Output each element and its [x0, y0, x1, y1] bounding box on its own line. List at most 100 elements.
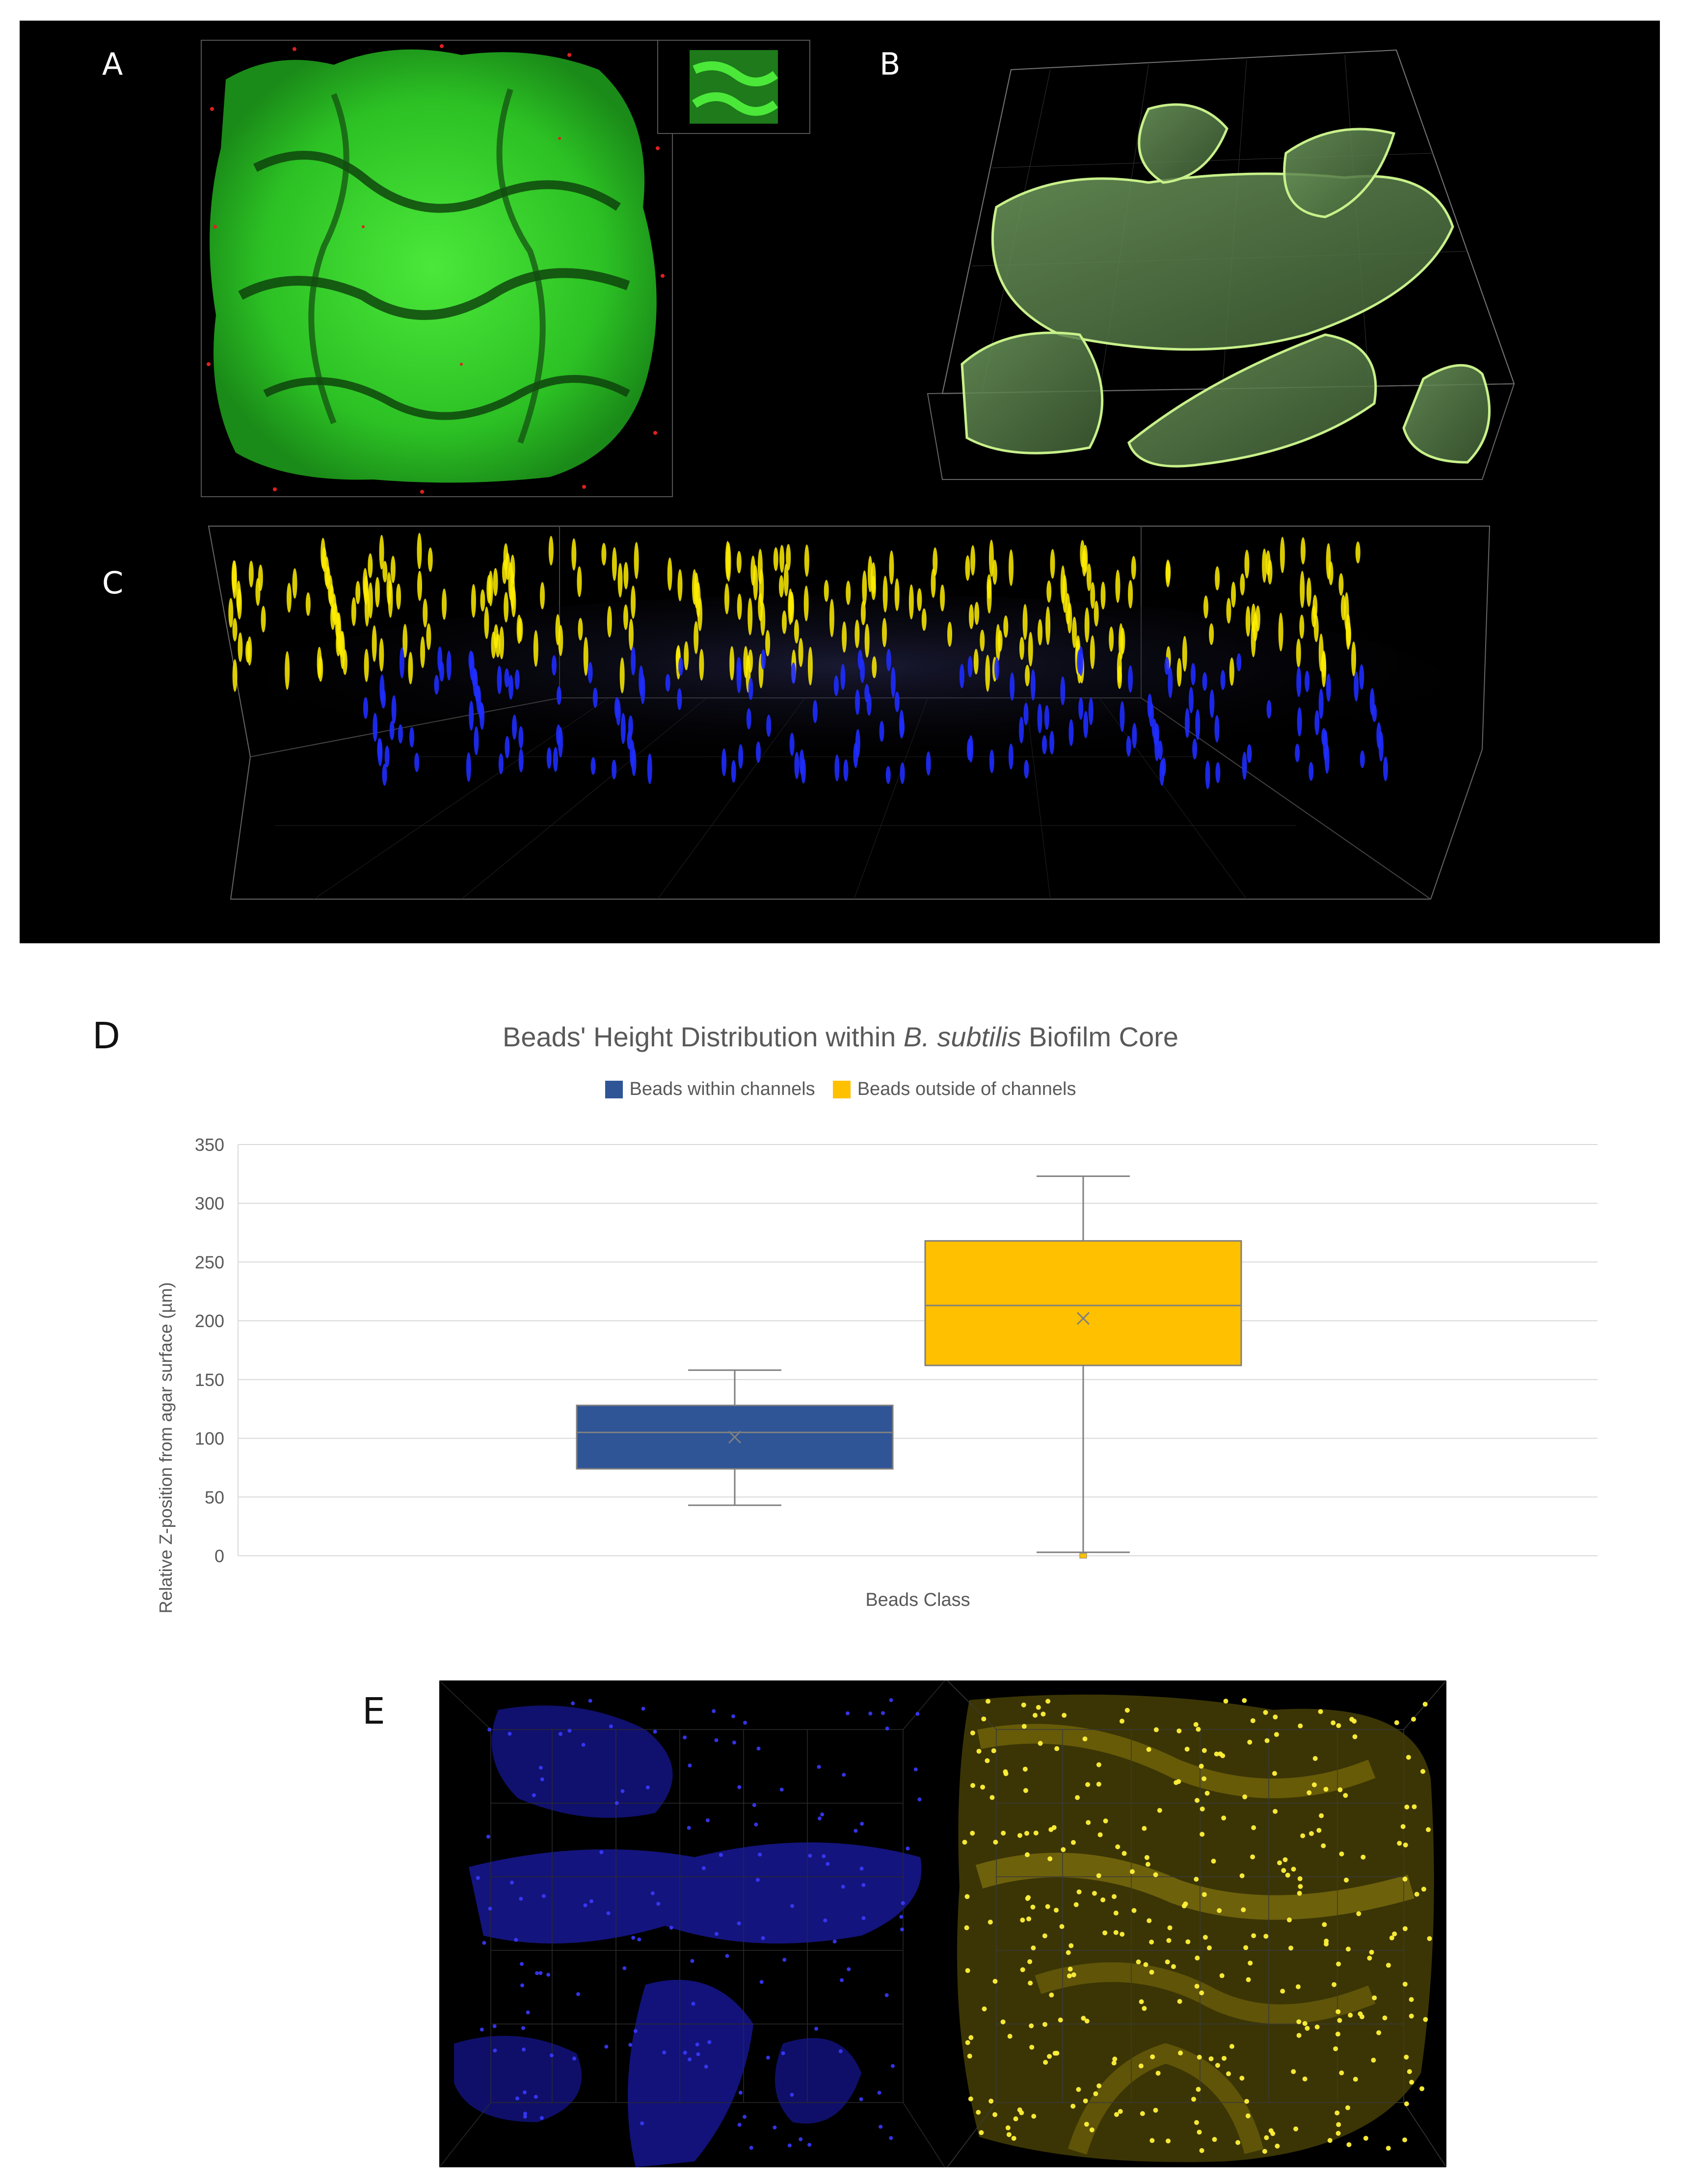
bead-blue	[1318, 689, 1324, 719]
bead-yellow-e	[1076, 2087, 1081, 2092]
bead-yellow-e	[1029, 2023, 1034, 2028]
bead-yellow	[695, 582, 701, 617]
bead-yellow	[617, 563, 623, 598]
bead-yellow	[417, 533, 422, 569]
bead-yellow-e	[1073, 1902, 1079, 1907]
bead-yellow	[1067, 602, 1072, 634]
bead-yellow-e	[1042, 2022, 1047, 2027]
bead-yellow	[1071, 616, 1077, 648]
bead-yellow-e	[1297, 1891, 1302, 1896]
bead-blue	[1372, 704, 1377, 722]
bead-yellow-e	[1024, 1852, 1030, 1858]
bead-blue	[1202, 672, 1207, 691]
bead-yellow-e	[1285, 1872, 1290, 1878]
bead-blue	[508, 675, 513, 700]
bead-yellow	[794, 619, 799, 644]
bead-blue	[381, 689, 386, 709]
bead-blue	[738, 744, 744, 769]
bead-yellow-e	[1423, 2017, 1428, 2022]
bead-yellow-e	[1427, 1936, 1432, 1941]
bead-blue-e	[881, 1711, 885, 1715]
bead-blue-e	[609, 1724, 613, 1729]
bead-blue-e	[860, 1822, 864, 1826]
bead-blue	[1266, 700, 1272, 719]
bead-blue	[587, 662, 593, 684]
bead-blue	[1242, 751, 1247, 780]
bead-blue-e	[523, 2090, 527, 2095]
bead-blue	[647, 753, 652, 784]
bead-yellow	[1165, 559, 1171, 587]
bead-blue-e	[749, 2146, 753, 2150]
bead-yellow	[286, 583, 292, 613]
bead-yellow	[1046, 580, 1052, 603]
bead-yellow	[1328, 561, 1334, 586]
bead-blue-e	[546, 1972, 551, 1977]
bead-yellow	[1296, 639, 1301, 668]
bead-yellow	[974, 602, 980, 625]
bead-yellow-e	[1178, 2051, 1183, 2056]
bead-yellow-e	[1097, 1832, 1103, 1838]
bead-yellow-e	[1086, 1820, 1091, 1825]
bead-yellow	[237, 588, 242, 620]
bead-yellow	[471, 584, 476, 618]
bead-blue-e	[799, 2137, 803, 2141]
bead-blue-e	[515, 2096, 519, 2101]
panel-e-render	[439, 1680, 1446, 2167]
bead-yellow	[351, 597, 356, 626]
bead-yellow	[860, 600, 866, 625]
bead-blue-e	[539, 2116, 544, 2120]
bead-blue-e	[476, 1876, 480, 1880]
bead-yellow-e	[1068, 1943, 1074, 1948]
bead-yellow	[867, 556, 873, 592]
bead-yellow-e	[968, 2035, 974, 2040]
bead-yellow	[699, 649, 704, 681]
bead-blue-e	[690, 1959, 694, 1963]
bead-yellow	[773, 547, 778, 571]
bead-yellow-e	[1139, 1999, 1144, 2004]
bead-blue	[1008, 743, 1014, 770]
panel-label-e: E	[362, 1690, 385, 1732]
bead-yellow-e	[1045, 1699, 1051, 1704]
bead-blue-e	[743, 1721, 747, 1725]
bead-yellow-e	[985, 1758, 990, 1763]
bead-yellow-e	[1422, 1702, 1428, 1707]
bead-yellow-e	[1196, 2087, 1201, 2092]
bead-yellow-e	[1414, 1891, 1419, 1897]
bead-yellow	[623, 561, 629, 589]
bead-blue	[551, 655, 557, 676]
bead-yellow-e	[1241, 1907, 1246, 1913]
bead-yellow	[803, 586, 809, 621]
bead-yellow-e	[1103, 1818, 1108, 1824]
bead-blue-e	[688, 1763, 692, 1768]
bead-yellow	[862, 570, 867, 607]
bead-yellow	[408, 652, 413, 685]
bead-yellow-e	[1114, 2112, 1119, 2117]
bead-yellow-e	[1316, 1828, 1322, 1833]
bead-blue-e	[807, 2143, 812, 2147]
bead-yellow	[1117, 665, 1122, 689]
bead-yellow	[555, 614, 560, 645]
bead-yellow	[417, 570, 423, 601]
bead-yellow-e	[1089, 2127, 1094, 2132]
bead-yellow	[889, 550, 894, 585]
bead-yellow	[747, 598, 753, 636]
bead-blue	[1209, 689, 1215, 718]
y-axis-label: Relative Z-position from agar surface (µ…	[156, 1282, 176, 1614]
bead-yellow-e	[1296, 2033, 1302, 2038]
bead-yellow	[232, 659, 238, 692]
bead-yellow-e	[1215, 2063, 1220, 2068]
bead-blue	[518, 726, 524, 749]
bead-yellow	[1090, 635, 1095, 669]
bead-yellow-e	[976, 1749, 982, 1754]
bead-yellow-e	[1061, 1847, 1066, 1852]
bead-yellow	[917, 588, 922, 612]
x-axis-label: Beads Class	[865, 1590, 970, 1610]
bead-blue	[592, 687, 598, 708]
bead-blue	[855, 729, 860, 758]
bead-blue-e	[701, 1866, 706, 1870]
bead-blue-e	[571, 1701, 575, 1705]
bead-blue-e	[917, 1797, 922, 1802]
bead-yellow-e	[1386, 2146, 1391, 2151]
bead-blue	[886, 649, 891, 671]
bead-yellow	[540, 582, 545, 610]
